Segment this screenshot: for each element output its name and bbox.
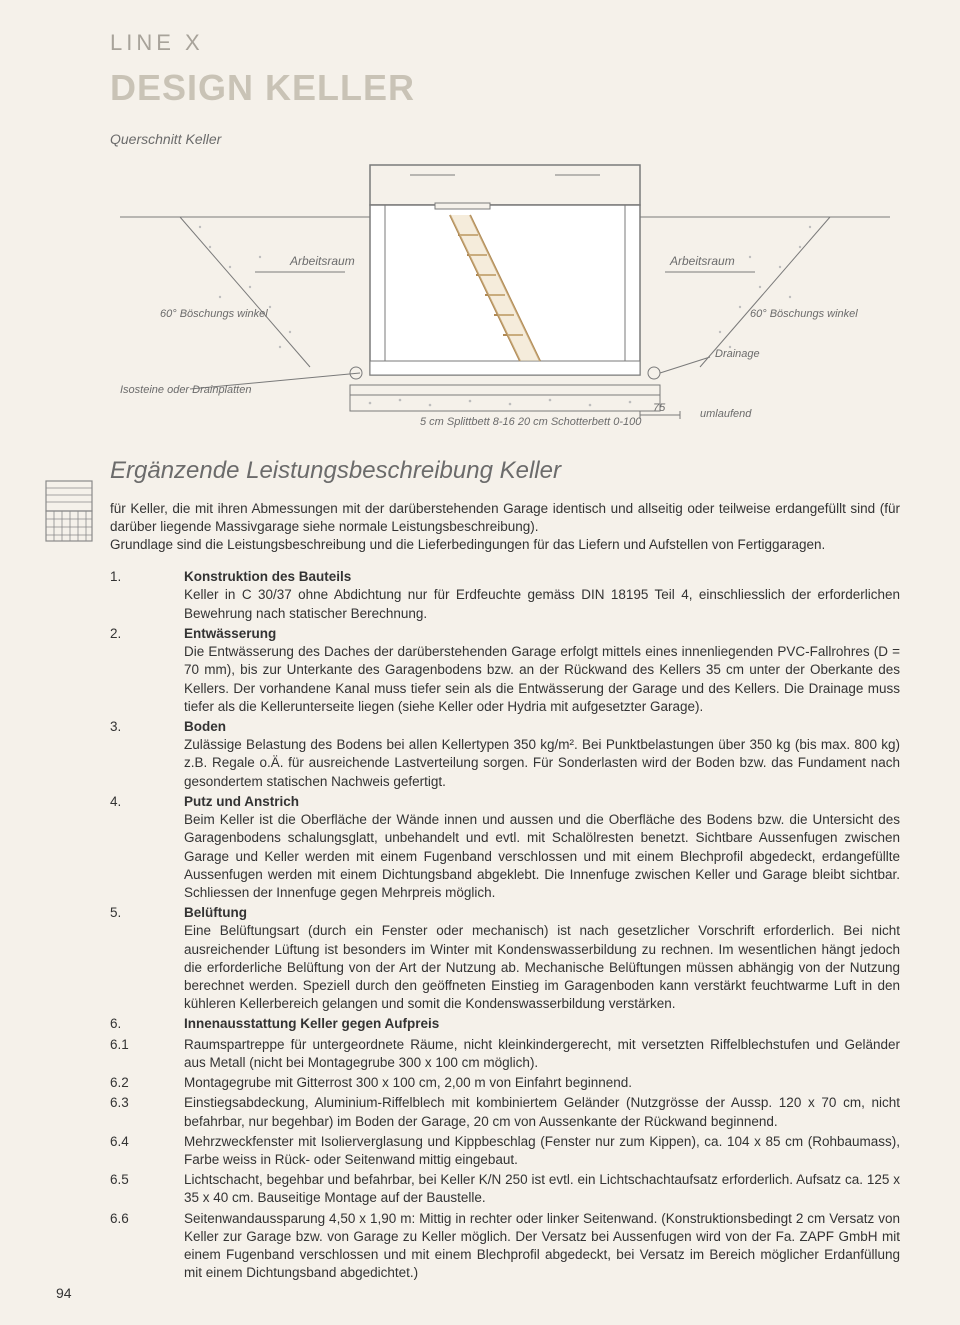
item-number: 3. xyxy=(110,718,184,791)
item-text: Zulässige Belastung des Bodens bei allen… xyxy=(184,737,900,788)
intro-paragraph: für Keller, die mit ihren Abmessungen mi… xyxy=(110,500,900,555)
item-number: 5. xyxy=(110,904,184,1013)
label-arbeitsraum-l: Arbeitsraum xyxy=(289,254,355,268)
item-text: Seitenwandaussparung 4,50 x 1,90 m: Mitt… xyxy=(184,1211,900,1281)
item-body: Einstiegsabdeckung, Aluminium-Riffelblec… xyxy=(184,1094,900,1130)
item-text: Raumspartreppe für untergeordnete Räume,… xyxy=(184,1037,900,1070)
item-row: 6.Innenausstattung Keller gegen Aufpreis xyxy=(110,1015,900,1033)
item-number: 6.6 xyxy=(110,1210,184,1283)
item-row: 6.5Lichtschacht, begehbar und befahrbar,… xyxy=(110,1171,900,1207)
item-text: Montagegrube mit Gitterrost 300 x 100 cm… xyxy=(184,1075,632,1090)
item-body: Boden Zulässige Belastung des Bodens bei … xyxy=(184,718,900,791)
item-heading: Innenausstattung Keller gegen Aufpreis xyxy=(184,1016,439,1031)
item-row: 6.2Montagegrube mit Gitterrost 300 x 100… xyxy=(110,1074,900,1092)
item-number: 6.5 xyxy=(110,1171,184,1207)
item-row: 4.Putz und Anstrich Beim Keller ist die O… xyxy=(110,793,900,902)
label-isosteine: Isosteine oder Drainplatten xyxy=(120,384,251,396)
item-number: 1. xyxy=(110,568,184,623)
item-heading: Putz und Anstrich xyxy=(184,794,299,809)
item-body: Konstruktion des Bauteils Keller in C 30/… xyxy=(184,568,900,623)
label-umlaufend: umlaufend xyxy=(700,408,752,420)
item-row: 5.Belüftung Eine Belüftungsart (durch ein… xyxy=(110,904,900,1013)
item-text: Eine Belüftungsart (durch ein Fenster od… xyxy=(184,923,900,1011)
item-text: Keller in C 30/37 ohne Abdichtung nur fü… xyxy=(184,587,900,620)
header-line: LINE X xyxy=(110,28,900,58)
item-text: Mehrzweckfenster mit Isolierverglasung u… xyxy=(184,1134,900,1167)
diagram-caption: Querschnitt Keller xyxy=(110,130,900,149)
item-heading: Belüftung xyxy=(184,905,247,920)
item-text: Die Entwässerung des Daches der darübers… xyxy=(184,644,900,714)
item-body: Mehrzweckfenster mit Isolierverglasung u… xyxy=(184,1133,900,1169)
keller-icon xyxy=(45,480,93,542)
item-text: Einstiegsabdeckung, Aluminium-Riffelblec… xyxy=(184,1095,900,1128)
header-title: DESIGN KELLER xyxy=(110,64,900,113)
items-list: 1.Konstruktion des Bauteils Keller in C 3… xyxy=(110,568,900,1282)
item-body: Innenausstattung Keller gegen Aufpreis xyxy=(184,1015,900,1033)
item-body: Putz und Anstrich Beim Keller ist die Obe… xyxy=(184,793,900,902)
item-body: Seitenwandaussparung 4,50 x 1,90 m: Mitt… xyxy=(184,1210,900,1283)
item-body: Raumspartreppe für untergeordnete Räume,… xyxy=(184,1036,900,1072)
label-drainage: Drainage xyxy=(715,348,760,360)
label-arbeitsraum-r: Arbeitsraum xyxy=(669,254,735,268)
item-number: 2. xyxy=(110,625,184,716)
item-heading: Boden xyxy=(184,719,226,734)
label-boeschung-r: 60° Böschungs winkel xyxy=(750,308,858,320)
section-title: Ergänzende Leistungsbeschreibung Keller xyxy=(110,455,900,487)
item-number: 4. xyxy=(110,793,184,902)
item-body: Entwässerung Die Entwässerung des Daches … xyxy=(184,625,900,716)
item-text: Beim Keller ist die Oberfläche der Wände… xyxy=(184,812,900,900)
item-body: Belüftung Eine Belüftungsart (durch ein F… xyxy=(184,904,900,1013)
item-row: 3.Boden Zulässige Belastung des Bodens be… xyxy=(110,718,900,791)
item-body: Lichtschacht, begehbar und befahrbar, be… xyxy=(184,1171,900,1207)
item-row: 6.1Raumspartreppe für untergeordnete Räu… xyxy=(110,1036,900,1072)
item-number: 6.2 xyxy=(110,1074,184,1092)
item-heading: Konstruktion des Bauteils xyxy=(184,569,351,584)
item-heading: Entwässerung xyxy=(184,626,276,641)
item-number: 6.4 xyxy=(110,1133,184,1169)
label-boeschung-l: 60° Böschungs winkel xyxy=(160,308,268,320)
item-row: 1.Konstruktion des Bauteils Keller in C 3… xyxy=(110,568,900,623)
item-text: Lichtschacht, begehbar und befahrbar, be… xyxy=(184,1172,900,1205)
item-row: 6.3Einstiegsabdeckung, Aluminium-Riffelb… xyxy=(110,1094,900,1130)
cross-section-diagram: Arbeitsraum Arbeitsraum 60° Böschungs wi… xyxy=(110,157,900,437)
item-body: Montagegrube mit Gitterrost 300 x 100 cm… xyxy=(184,1074,900,1092)
page-number: 94 xyxy=(56,1284,72,1303)
item-number: 6.1 xyxy=(110,1036,184,1072)
label-splitt: 5 cm Splittbett 8-16 20 cm Schotterbett … xyxy=(420,416,642,428)
item-row: 2.Entwässerung Die Entwässerung des Dache… xyxy=(110,625,900,716)
label-dim75: 75 xyxy=(653,402,666,414)
item-row: 6.6Seitenwandaussparung 4,50 x 1,90 m: M… xyxy=(110,1210,900,1283)
item-number: 6. xyxy=(110,1015,184,1033)
item-row: 6.4Mehrzweckfenster mit Isolierverglasun… xyxy=(110,1133,900,1169)
item-number: 6.3 xyxy=(110,1094,184,1130)
